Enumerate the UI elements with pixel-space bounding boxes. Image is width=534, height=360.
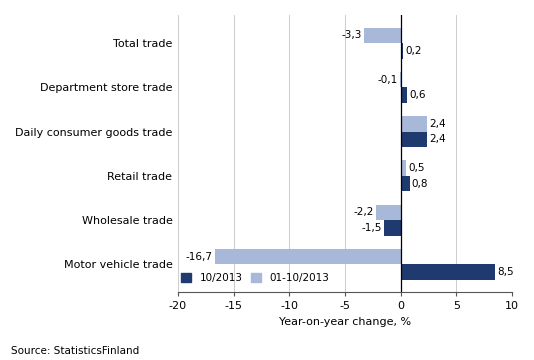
Text: 2,4: 2,4	[429, 119, 446, 129]
Text: 2,4: 2,4	[429, 134, 446, 144]
Bar	[384, 220, 400, 235]
Bar	[400, 264, 496, 280]
Text: -3,3: -3,3	[341, 30, 362, 40]
Bar	[400, 87, 407, 103]
Bar	[400, 116, 427, 132]
Bar	[399, 72, 400, 87]
Bar	[400, 176, 410, 191]
Text: -2,2: -2,2	[354, 207, 374, 217]
Bar	[215, 249, 400, 264]
X-axis label: Year-on-year change, %: Year-on-year change, %	[279, 317, 411, 327]
Bar	[364, 28, 400, 43]
Text: -16,7: -16,7	[185, 252, 213, 262]
Bar	[376, 204, 400, 220]
Bar	[400, 160, 406, 176]
Text: 0,5: 0,5	[409, 163, 425, 173]
Legend: 10/2013, 01-10/2013: 10/2013, 01-10/2013	[176, 269, 334, 287]
Bar	[400, 43, 403, 59]
Text: 0,2: 0,2	[405, 46, 422, 56]
Text: 0,8: 0,8	[412, 179, 428, 189]
Text: 0,6: 0,6	[410, 90, 426, 100]
Bar	[400, 132, 427, 147]
Text: 8,5: 8,5	[498, 267, 514, 277]
Text: Source: StatisticsFinland: Source: StatisticsFinland	[11, 346, 139, 356]
Text: -0,1: -0,1	[377, 75, 397, 85]
Text: -1,5: -1,5	[362, 223, 382, 233]
